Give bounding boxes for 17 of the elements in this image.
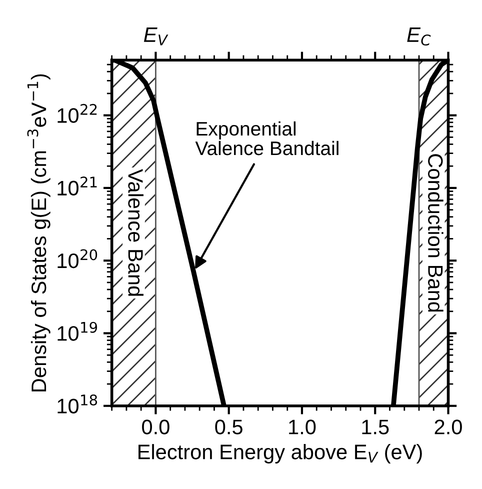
x-tick-label: 1.0 <box>289 420 316 434</box>
y-tick-label: 10$^{20}$ <box>58 249 98 268</box>
x-tick-label: 1.5 <box>362 420 389 434</box>
ref-line-label: E$_{V}$ <box>144 28 168 46</box>
band-label: Valence Band <box>128 169 144 296</box>
ref-line-label: E$_{C}$ <box>407 28 431 46</box>
x-tick-label: 0.5 <box>215 420 242 434</box>
band-label: Conduction Band <box>428 154 444 312</box>
y-tick-label: 10$^{18}$ <box>58 394 98 414</box>
x-axis-title: Electron Energy above E$_{V}$ (eV) <box>138 444 422 464</box>
x-tick-label: 2.0 <box>434 420 462 434</box>
y-tick-label: 10$^{19}$ <box>58 322 98 341</box>
y-tick-label: 10$^{21}$ <box>58 176 97 196</box>
x-tick-label: 0.0 <box>142 420 170 434</box>
annotation: Exponential Valence Bandtail <box>195 121 338 156</box>
y-axis-title: Density of States g(E) (cm$^{−3}$eV$^{−1}$) <box>27 74 50 392</box>
y-tick-label: 10$^{22}$ <box>58 104 97 123</box>
